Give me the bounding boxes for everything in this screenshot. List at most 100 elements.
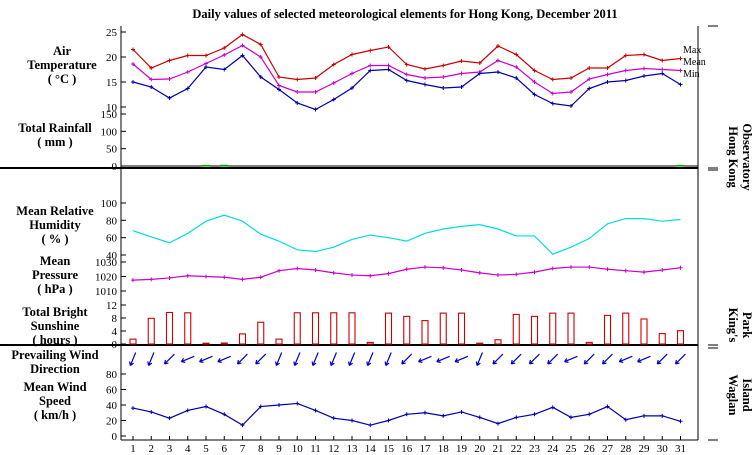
panel-label-rainfall: ( mm ) [37,135,72,149]
temp-min-point [149,85,154,89]
wind-direction-arrow [674,353,686,365]
temp-mean-point [277,83,281,88]
sunshine-bar [603,314,612,345]
rainfall-bar [202,164,210,167]
ytick-label-temperature: 15 [106,77,118,89]
wind-speed-point [532,412,537,417]
xtick-label: 10 [292,443,304,455]
xtick-label: 24 [547,443,559,455]
sunshine-bar [220,342,228,345]
panel-label-sunshine: ( hours ) [32,333,77,347]
ytick-label-pressure: 1030 [95,257,118,269]
wind-direction-arrow [293,352,301,366]
temp-max-point [550,77,555,82]
wind-direction-arrow [348,352,356,366]
wind-direction-arrow [436,355,450,363]
ytick-label-wind_speed: 60 [106,385,118,397]
panel-label-wind_speed: ( km/h ) [34,408,76,422]
temp-mean-point [423,76,427,80]
ytick-label-sunshine: 12 [106,300,117,312]
sunshine-bar [330,312,338,345]
temp-max-point [258,42,263,47]
temp-mean-point [623,68,628,73]
sunshine-bar [257,321,265,345]
wind-speed-point [204,404,208,409]
pressure-point [459,267,464,272]
sunshine-bar [658,333,666,345]
temp-mean-point [167,77,172,81]
xtick-label: 6 [222,443,228,455]
wind-direction-arrow [401,353,413,365]
panel-label-pressure: Mean [40,254,71,268]
chart-title: Daily values of selected meteorological … [192,7,617,21]
ytick-label-wind_speed: 40 [106,400,118,412]
temp-mean-point [295,90,300,94]
wind-speed-point [587,412,592,417]
sunshine-bar [494,339,502,345]
temp-max-point [605,66,610,70]
temp-min-point [295,101,300,105]
temp-max-point [623,53,628,58]
sunshine-bar [129,338,137,345]
xtick-label: 14 [365,443,377,455]
pressure-point [514,272,519,277]
sunshine-bar [476,342,484,345]
temp-max-point [404,62,409,67]
temp-max-point [441,63,446,68]
wind-direction-arrow [163,353,175,365]
temp-max-point [496,44,500,48]
station-labels: Hong Kong Observatory King's Park Waglan Isla… [726,123,753,415]
temp-min-point [496,70,500,74]
xtick-label: 2 [149,443,155,455]
wind-direction-arrow [217,355,231,363]
wind-speed-point [368,423,373,428]
temp-min-point [404,78,409,83]
temp-mean-point [149,77,154,82]
panel-label-pressure: Pressure [32,268,79,282]
sunshine-bar [403,315,411,345]
wind-direction-arrow [329,352,337,366]
wind-speed-point [660,413,665,418]
sunshine-bar [384,312,393,345]
temp-max-point [204,53,208,58]
xtick-label: 18 [438,443,450,455]
wind-direction-arrow [384,352,392,366]
xtick-label: 30 [657,443,669,455]
temp-mean-point [459,71,464,76]
temp-mean-point [587,77,592,81]
pressure-point [642,270,646,275]
ytick-label-temperature: 20 [106,52,118,64]
bracket-waglan [708,347,718,441]
wind-speed-point [496,421,500,426]
pressure-point [623,268,628,273]
sunshine-bar [275,338,283,345]
temp-max-point [313,76,318,80]
wind-speed-point [167,416,172,421]
wind-direction-arrow [236,353,248,365]
panel-label-humidity: ( % ) [41,232,68,246]
xtick-label: 28 [620,443,632,455]
pressure-point [569,265,573,270]
wind-speed-point [313,408,318,413]
xtick-label: 15 [383,443,395,455]
temp-min-point [204,65,208,69]
xtick-label: 5 [203,443,209,455]
xtick-label: 26 [584,443,596,455]
wind-direction-arrow [528,353,540,365]
wind-direction-arrow [564,355,578,363]
station-waglan-line: Waglan [726,375,740,416]
wind-direction-arrow [255,353,267,365]
temp-min-point [240,53,245,58]
xtick-label: 29 [639,443,651,455]
temp-min-point [258,75,263,79]
temp-max-point [514,52,519,57]
temp-mean-point [131,62,135,66]
sunshine-bar [366,341,374,345]
wind-direction-arrow [129,352,137,366]
temp-min-point [569,104,573,108]
sunshine-bar [165,311,174,345]
temp-mean-point [532,80,537,84]
temp-min-point [623,78,628,83]
pressure-point [605,267,610,272]
wind-speed-point [331,416,336,421]
